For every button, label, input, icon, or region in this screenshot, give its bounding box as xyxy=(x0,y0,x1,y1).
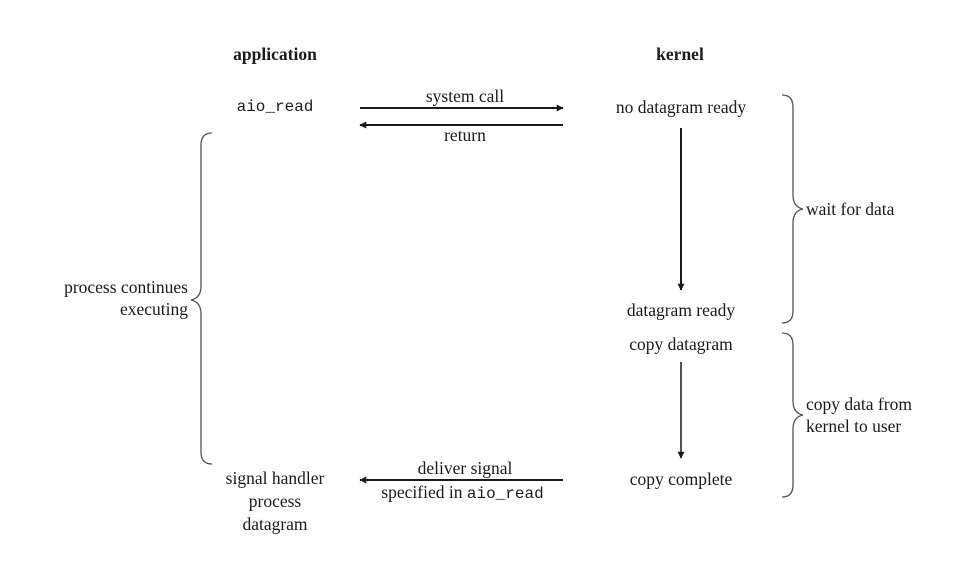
copy-complete: copy complete xyxy=(629,469,733,489)
specified-in-code: aio_read xyxy=(466,485,544,503)
signal-handler-line1: signal handler xyxy=(225,468,325,488)
copy-datagram: copy datagram xyxy=(629,334,733,354)
wait-for-data-label: wait for data xyxy=(806,199,895,219)
wait-brace xyxy=(781,94,804,324)
application-header: application xyxy=(233,44,317,64)
specified-in-label: specified in aio_read xyxy=(355,482,570,505)
aio-read-call: aio_read xyxy=(236,98,314,116)
return-label: return xyxy=(444,125,486,145)
process-continues-line2: executing xyxy=(119,299,188,319)
system-call-label: system call xyxy=(425,86,505,106)
process-continues-line1: process continues xyxy=(64,277,188,297)
signal-handler-line3: datagram xyxy=(242,514,308,534)
no-datagram-ready: no datagram ready xyxy=(615,97,747,117)
kernel-header: kernel xyxy=(656,44,704,64)
specified-in-text: specified in xyxy=(381,482,467,502)
signal-handler-line2: process xyxy=(248,491,302,511)
left-brace xyxy=(190,132,213,465)
copy-brace xyxy=(781,332,804,498)
copy-data-label-line2: kernel to user xyxy=(806,416,902,436)
copy-data-label-line1: copy data from xyxy=(806,394,912,414)
datagram-ready: datagram ready xyxy=(626,300,736,320)
deliver-signal-label: deliver signal xyxy=(417,458,513,478)
